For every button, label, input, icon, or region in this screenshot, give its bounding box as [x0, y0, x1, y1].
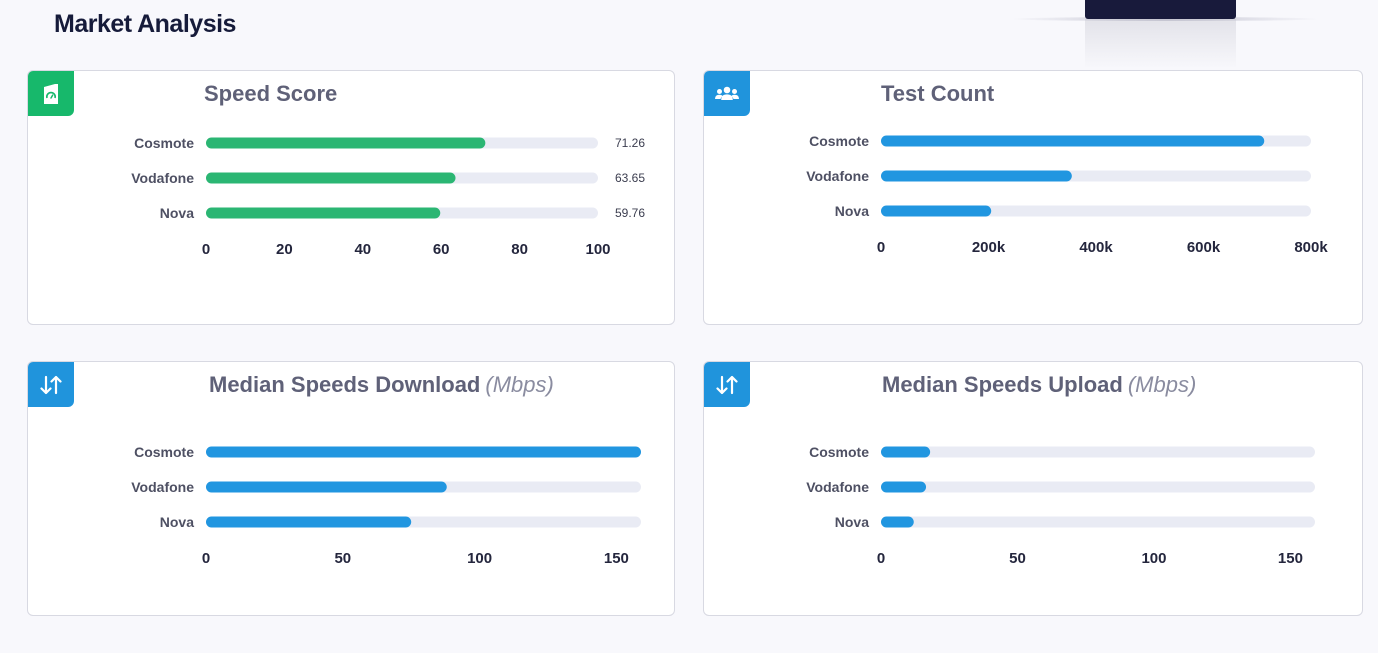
bar — [206, 481, 447, 493]
tick-label: 100 — [1141, 550, 1166, 567]
category-label: Cosmote — [809, 133, 869, 149]
bar — [881, 205, 992, 217]
bar — [881, 446, 931, 458]
arrows-up-down-icon — [28, 362, 74, 407]
tick-label: 100 — [467, 550, 492, 567]
tick-label: 150 — [1278, 550, 1303, 567]
tick-label: 150 — [604, 550, 629, 567]
tick-label: 0 — [202, 550, 210, 567]
bar-track — [881, 446, 1315, 458]
tick-label: 0 — [202, 241, 210, 258]
category-label: Cosmote — [809, 444, 869, 460]
bar — [206, 137, 486, 149]
upload-speed-card: Median Speeds Upload (Mbps) Cosmote Vodafo… — [703, 361, 1363, 616]
card-title: Test Count — [881, 81, 994, 107]
category-label: Vodafone — [131, 479, 194, 495]
bar-track — [881, 481, 1315, 493]
hero-decoration — [1010, 0, 1320, 70]
page-title: Market Analysis — [54, 10, 236, 38]
speed-score-card: Speed Score Cosmote 71.26 Vodafone 63.65 Nov… — [27, 70, 675, 325]
card-title-text: Median Speeds Download — [209, 372, 481, 397]
card-title-unit: (Mbps) — [485, 372, 554, 397]
tick-label: 0 — [877, 239, 885, 256]
category-label: Vodafone — [131, 170, 194, 186]
category-label: Vodafone — [806, 479, 869, 495]
data-label: 71.26 — [615, 136, 645, 150]
category-label: Nova — [160, 514, 194, 530]
tick-label: 40 — [354, 241, 371, 258]
card-title: Median Speeds Upload (Mbps) — [882, 372, 1196, 398]
speedometer-icon — [28, 71, 74, 116]
test-count-card: Test Count Cosmote Vodafone Nova 0 200k 400k 6… — [703, 70, 1363, 325]
card-title-unit: (Mbps) — [1127, 372, 1197, 397]
category-label: Nova — [835, 514, 869, 530]
category-label: Cosmote — [134, 444, 194, 460]
card-title: Speed Score — [204, 81, 337, 107]
tick-label: 200k — [972, 239, 1006, 256]
bar — [206, 446, 641, 458]
bar — [881, 170, 1072, 182]
users-icon — [704, 71, 750, 116]
card-title: Median Speeds Download (Mbps) — [209, 372, 554, 398]
download-speed-chart: Cosmote Vodafone Nova 0 50 100 150 — [131, 444, 641, 567]
tick-label: 800k — [1294, 239, 1328, 256]
tick-label: 600k — [1187, 239, 1221, 256]
category-label: Vodafone — [806, 168, 869, 184]
speed-score-chart: Cosmote 71.26 Vodafone 63.65 Nova 59.76 0 20 40 6… — [131, 135, 645, 258]
data-label: 59.76 — [615, 206, 645, 220]
bar — [206, 172, 456, 184]
tick-label: 60 — [433, 241, 450, 258]
card-title-text: Test Count — [881, 81, 995, 106]
tick-label: 20 — [276, 241, 293, 258]
tick-label: 400k — [1079, 239, 1113, 256]
bar — [881, 516, 914, 528]
arrows-up-down-icon — [704, 362, 750, 407]
download-speed-card: Median Speeds Download (Mbps) Cosmote Voda… — [27, 361, 675, 616]
tick-label: 80 — [511, 241, 528, 258]
card-title-text: Median Speeds Upload — [882, 372, 1123, 397]
category-label: Nova — [160, 205, 194, 221]
bar — [881, 135, 1265, 147]
tick-label: 50 — [1009, 550, 1026, 567]
category-label: Nova — [835, 203, 869, 219]
upload-speed-chart: Cosmote Vodafone Nova 0 50 100 150 — [806, 444, 1315, 567]
tick-label: 100 — [585, 241, 610, 258]
bar — [881, 481, 927, 493]
card-title-text: Speed Score — [204, 81, 338, 106]
bar — [206, 207, 441, 219]
tick-label: 0 — [877, 550, 885, 567]
test-count-chart: Cosmote Vodafone Nova 0 200k 400k 600k 800k — [806, 133, 1328, 256]
bar — [206, 516, 412, 528]
data-label: 63.65 — [615, 171, 645, 185]
bar-track — [881, 516, 1315, 528]
category-label: Cosmote — [134, 135, 194, 151]
tick-label: 50 — [334, 550, 351, 567]
